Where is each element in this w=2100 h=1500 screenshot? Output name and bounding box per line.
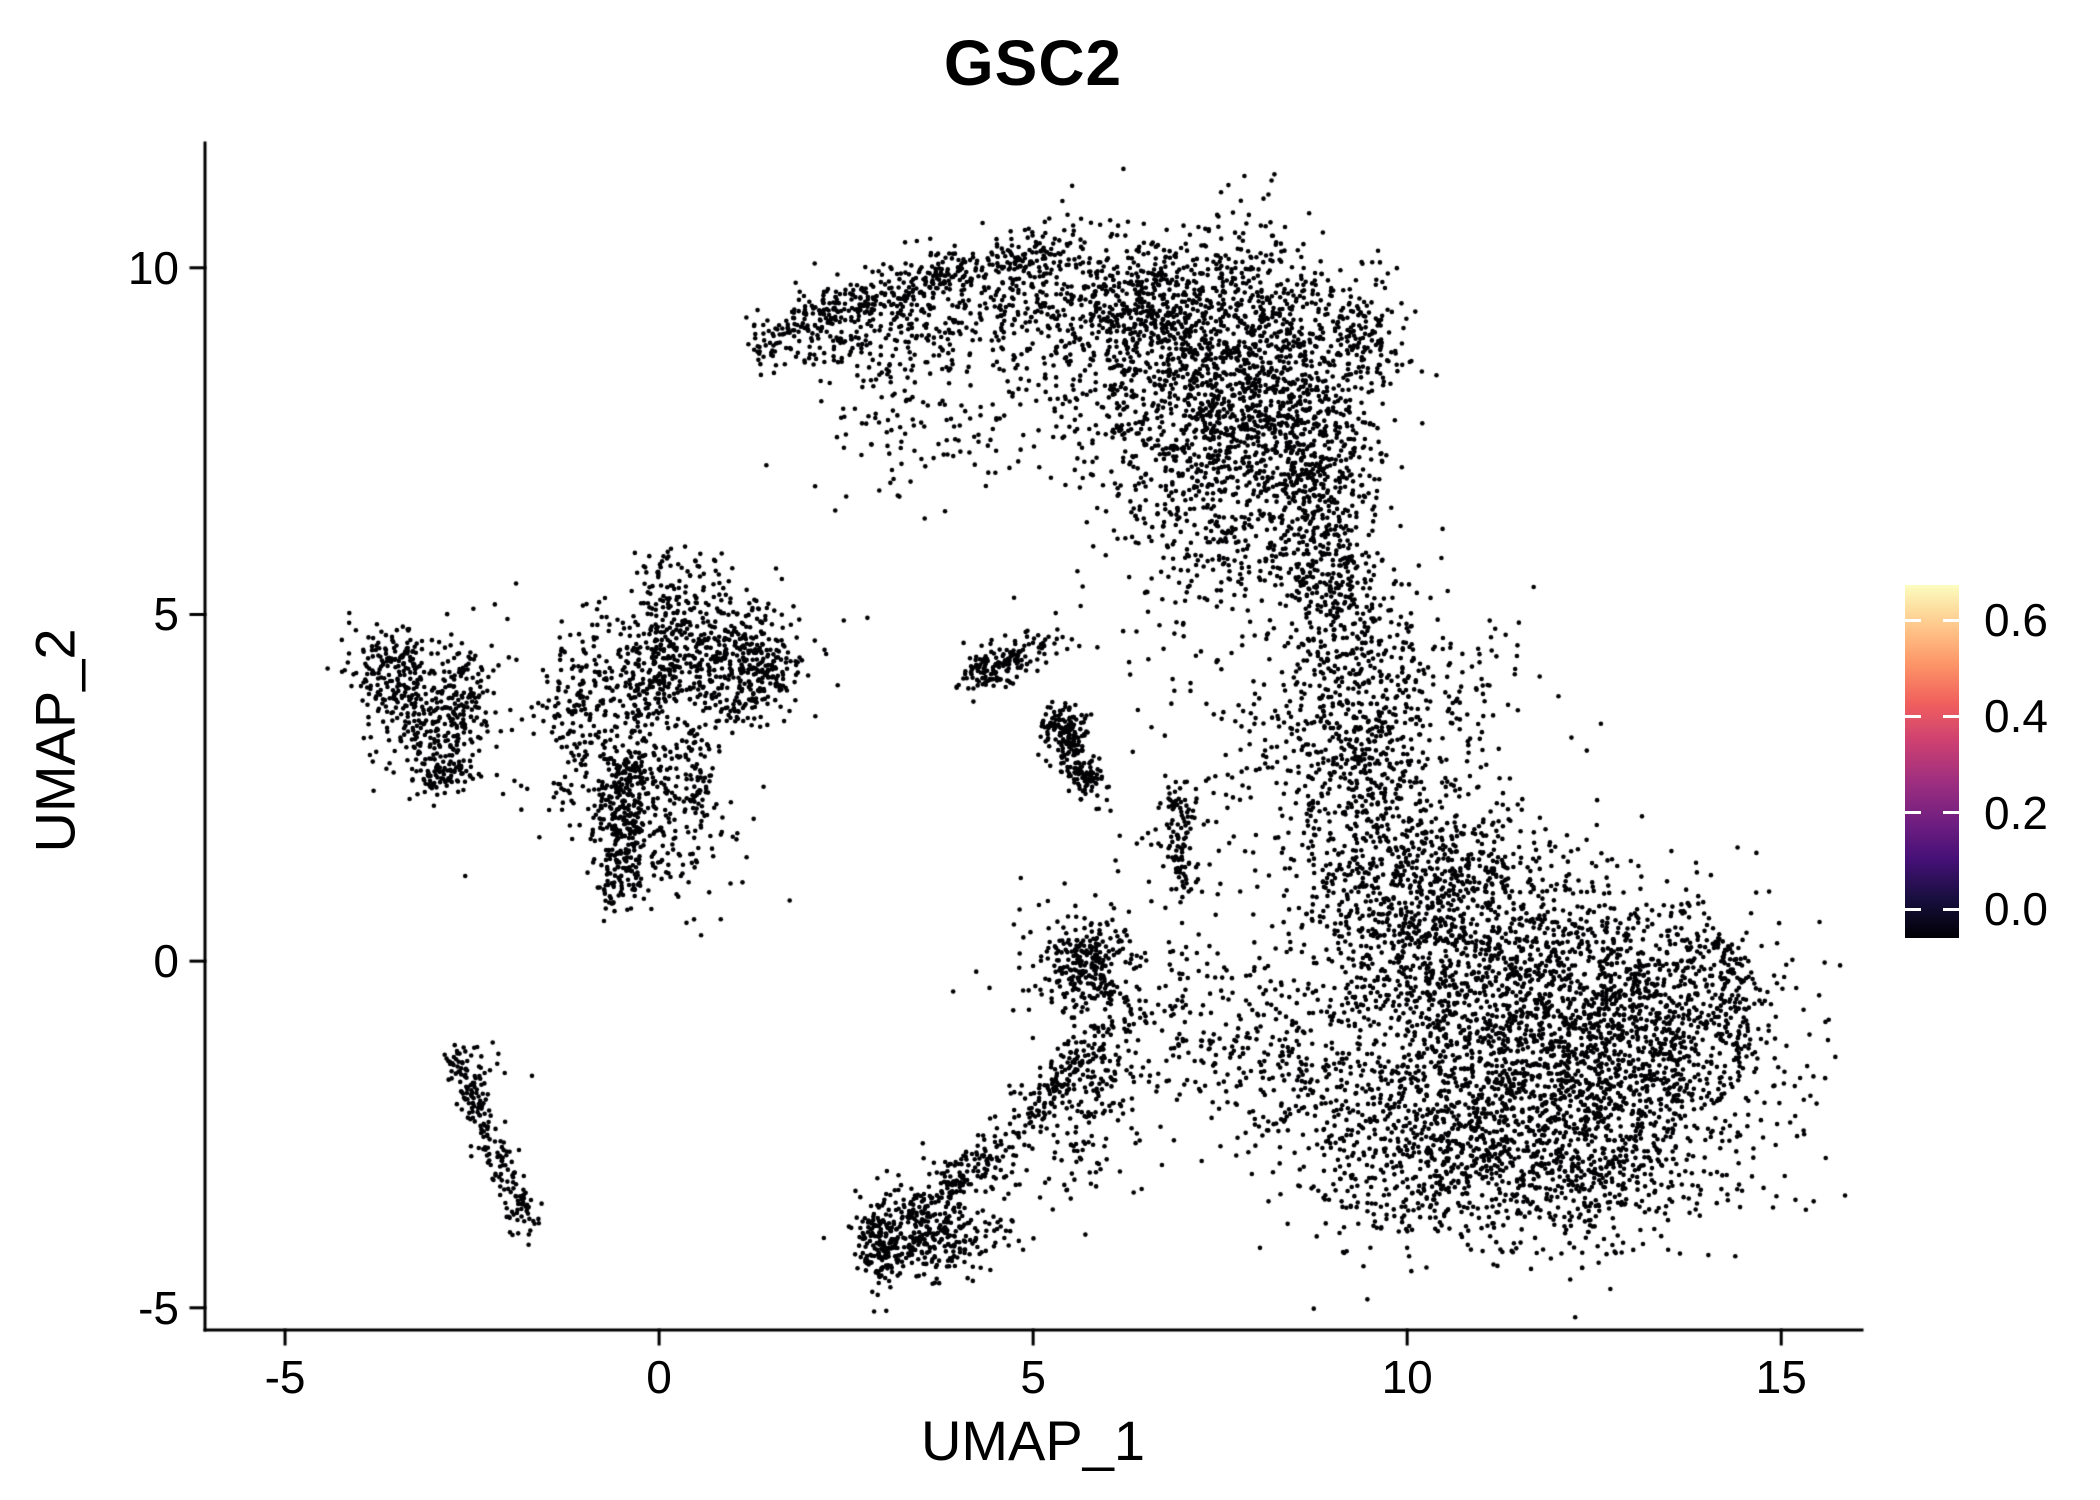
x-axis-title: UMAP_1: [920, 1409, 1146, 1472]
colorbar-tick: [1943, 907, 1959, 911]
colorbar-tick-label: 0.0: [1984, 883, 2048, 936]
colorbar-tick: [1943, 714, 1959, 718]
colorbar-tick: [1943, 811, 1959, 815]
y-tick-label: 0: [153, 935, 179, 988]
x-tick-label: 15: [1755, 1351, 1807, 1403]
colorbar-tick: [1943, 618, 1959, 622]
x-tick-label: -5: [264, 1351, 306, 1403]
x-tick-label: 5: [1020, 1351, 1046, 1403]
y-tick-label: 5: [153, 588, 179, 641]
colorbar-tick: [1905, 618, 1921, 622]
colorbar-tick-label: 0.2: [1984, 786, 2048, 839]
colorbar-tick: [1905, 811, 1921, 815]
colorbar-gradient: [1905, 585, 1959, 938]
colorbar-tick: [1905, 907, 1921, 911]
colorbar-tick-label: 0.4: [1984, 690, 2048, 743]
x-tick-label: 10: [1381, 1351, 1433, 1403]
y-tick-label: -5: [138, 1281, 179, 1334]
colorbar-tick-label: 0.6: [1984, 594, 2048, 647]
y-tick-label: 10: [127, 241, 179, 294]
colorbar-tick: [1905, 714, 1921, 718]
chart-title: GSC2: [943, 27, 1123, 99]
x-tick-label: 0: [646, 1351, 672, 1403]
